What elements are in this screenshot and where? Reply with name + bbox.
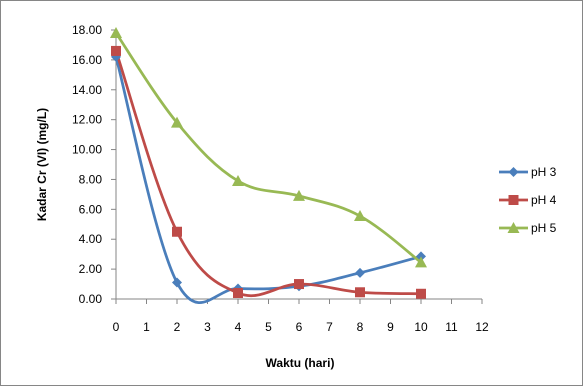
y-axis-ticks: 0.00 2.00 4.00 6.00 8.00 10.00 12.00 14.00 16.00… — [72, 23, 116, 306]
data-point-ph5 — [232, 174, 244, 186]
data-point-ph5 — [293, 189, 305, 201]
x-tick-label: 10 — [414, 320, 428, 334]
y-tick-label: 0.00 — [79, 292, 103, 306]
series-line-ph3 — [114, 56, 422, 304]
y-tick-label: 8.00 — [79, 172, 103, 186]
data-point-ph4 — [416, 288, 426, 299]
x-tick-label: 12 — [475, 320, 489, 334]
y-tick-label: 4.00 — [79, 232, 103, 246]
series-markers — [110, 26, 427, 299]
legend-label-ph4: pH 4 — [531, 193, 557, 207]
y-tick-label: 18.00 — [72, 23, 102, 37]
x-tick-label: 1 — [143, 320, 150, 334]
data-point-ph4 — [233, 288, 243, 299]
x-tick-label: 2 — [174, 320, 181, 334]
x-tick-label: 4 — [235, 320, 242, 334]
y-tick-label: 12.00 — [72, 113, 102, 127]
data-point-ph3 — [355, 267, 365, 278]
y-tick-label: 2.00 — [79, 262, 103, 276]
legend-label-ph5: pH 5 — [531, 221, 557, 235]
data-point-ph5 — [110, 26, 122, 38]
y-tick-label: 10.00 — [72, 143, 102, 157]
axes — [115, 30, 482, 300]
data-point-ph3 — [172, 277, 182, 288]
data-point-ph4 — [294, 279, 304, 290]
y-axis-title: Kadar Cr (VI) (mg/L) — [35, 108, 49, 221]
y-tick-label: 6.00 — [79, 202, 103, 216]
legend: pH 3 pH 4 pH 5 — [499, 165, 557, 235]
x-tick-label: 3 — [204, 320, 211, 334]
x-tick-label: 5 — [265, 320, 272, 334]
legend-marker-ph4 — [508, 195, 519, 205]
x-axis-title: Waktu (hari) — [266, 356, 335, 370]
y-tick-label: 14.00 — [72, 83, 102, 97]
series-line-ph5 — [114, 32, 422, 264]
series-line-ph4 — [114, 50, 422, 298]
x-tick-label: 0 — [113, 320, 120, 334]
data-point-ph5 — [354, 210, 366, 222]
x-tick-label: 7 — [326, 320, 333, 334]
x-tick-label: 8 — [357, 320, 364, 334]
legend-marker-ph5 — [507, 222, 520, 233]
x-tick-label: 11 — [445, 320, 458, 334]
data-point-ph4 — [111, 45, 121, 56]
data-point-ph4 — [172, 226, 182, 237]
y-tick-label: 16.00 — [72, 53, 102, 67]
x-tick-label: 9 — [387, 320, 394, 334]
x-axis-ticks: 0 1 2 3 4 5 6 7 8 9 10 11 12 — [113, 299, 489, 334]
x-tick-label: 6 — [296, 320, 303, 334]
data-point-ph4 — [355, 287, 365, 298]
legend-marker-ph3 — [508, 167, 519, 177]
data-point-ph5 — [171, 116, 183, 128]
series-lines — [114, 32, 422, 304]
legend-label-ph3: pH 3 — [531, 165, 557, 179]
data-point-ph5 — [415, 256, 427, 268]
